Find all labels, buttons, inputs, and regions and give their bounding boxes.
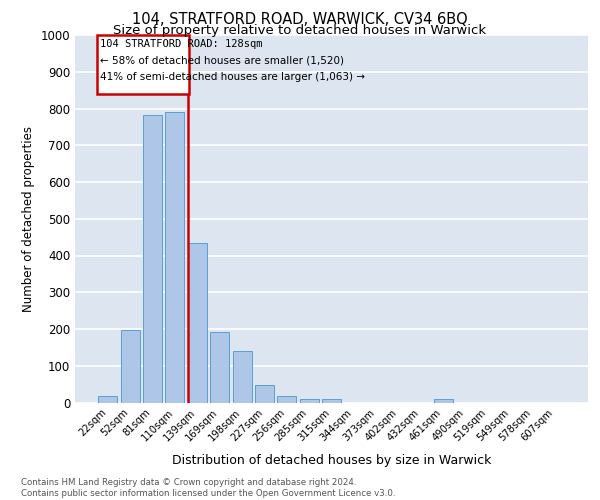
Bar (210, 332, 229, 402)
Bar (143, 114, 162, 403)
Bar (188, 242, 207, 402)
Bar (277, 396, 296, 402)
X-axis label: Distribution of detached houses by size in Warwick: Distribution of detached houses by size … (172, 454, 491, 467)
Y-axis label: Number of detached properties: Number of detached properties (22, 126, 35, 312)
Text: ← 58% of detached houses are smaller (1,520): ← 58% of detached houses are smaller (1,… (100, 55, 344, 65)
Bar (166, 112, 184, 403)
Bar (322, 399, 341, 402)
Bar (434, 399, 453, 402)
Text: 41% of semi-detached houses are larger (1,063) →: 41% of semi-detached houses are larger (… (100, 72, 365, 82)
Bar (255, 385, 274, 402)
Text: Contains HM Land Registry data © Crown copyright and database right 2024.
Contai: Contains HM Land Registry data © Crown c… (21, 478, 395, 498)
Text: Size of property relative to detached houses in Warwick: Size of property relative to detached ho… (113, 24, 487, 37)
Text: 104 STRATFORD ROAD: 128sqm: 104 STRATFORD ROAD: 128sqm (100, 38, 262, 48)
Text: 104, STRATFORD ROAD, WARWICK, CV34 6BQ: 104, STRATFORD ROAD, WARWICK, CV34 6BQ (132, 12, 468, 28)
Bar (299, 399, 319, 402)
FancyBboxPatch shape (97, 35, 189, 94)
Bar (233, 351, 251, 403)
Bar (121, 330, 140, 402)
Bar (98, 396, 118, 402)
